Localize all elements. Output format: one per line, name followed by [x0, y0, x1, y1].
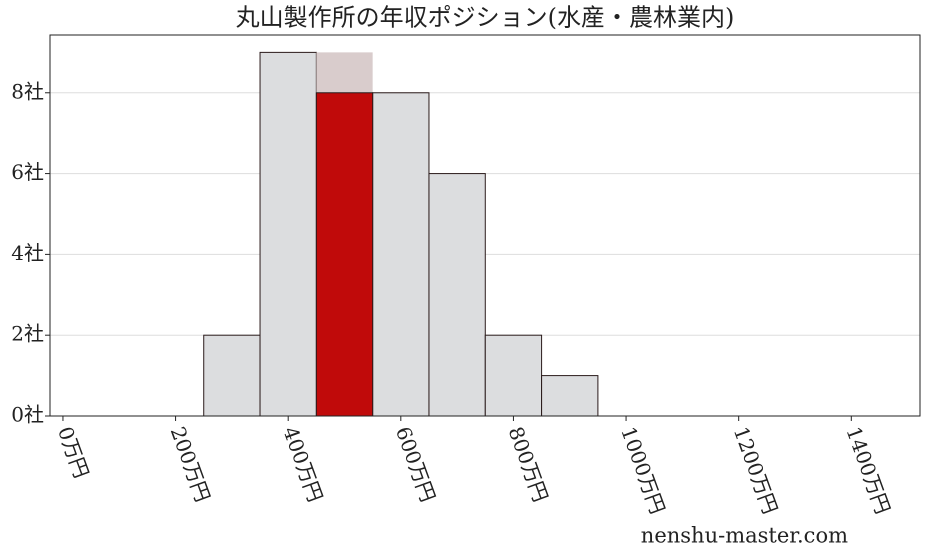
x-tick-label: 1000万円: [616, 423, 670, 517]
bar: [428, 173, 486, 417]
bar: [372, 92, 430, 417]
x-tick-label: 200万円: [166, 423, 215, 505]
bar: [315, 92, 374, 417]
x-tick-label: 400万円: [278, 423, 327, 505]
bar: [259, 51, 317, 417]
x-tick-label: 1200万円: [729, 423, 783, 517]
x-tick-label: 600万円: [391, 423, 440, 505]
x-tick-label: 800万円: [504, 423, 553, 505]
y-tick-label: 2社: [11, 322, 44, 346]
bar: [541, 375, 599, 417]
x-tick-label: 0万円: [53, 423, 94, 481]
bar: [484, 334, 543, 417]
plot-frame: [49, 34, 921, 417]
y-tick-label: 6社: [11, 160, 44, 184]
watermark: nenshu-master.com: [641, 524, 848, 548]
y-tick-label: 4社: [11, 241, 44, 265]
y-tick-label: 8社: [11, 79, 44, 103]
chart-title: 丸山製作所の年収ポジション(水産・農林業内): [236, 4, 735, 32]
x-tick-label: 1400万円: [841, 423, 895, 517]
bar: [203, 334, 261, 417]
y-tick-label: 0社: [11, 403, 44, 427]
